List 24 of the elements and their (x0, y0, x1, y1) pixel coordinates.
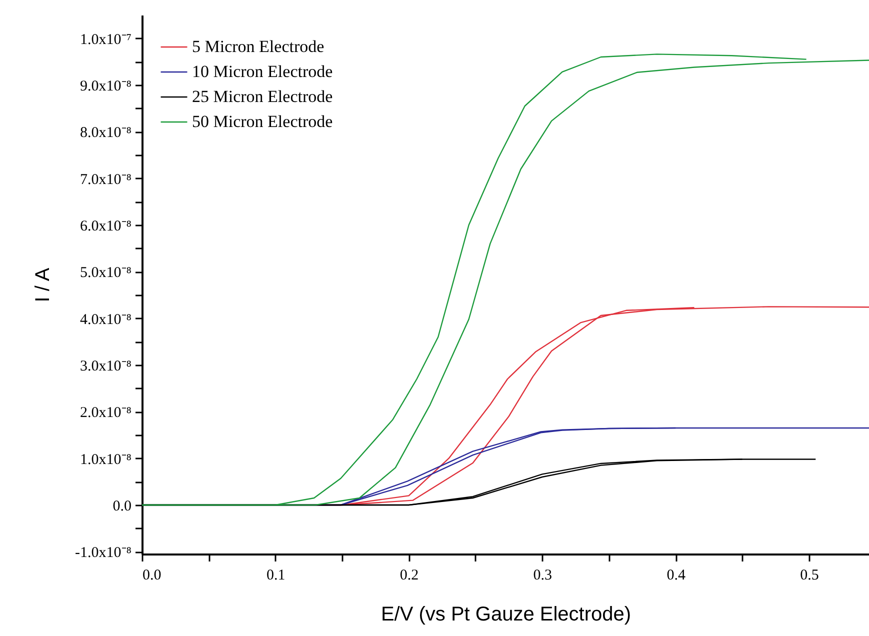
legend-label: 5 Micron Electrode (192, 37, 324, 56)
y-axis-title: I / A (32, 267, 54, 302)
y-tick-label: 1.0x10⁻⁸ (80, 452, 132, 468)
y-tick-label: 9.0x10⁻⁸ (80, 78, 132, 94)
y-tick-label: 3.0x10⁻⁸ (80, 358, 132, 374)
legend-label: 50 Micron Electrode (192, 112, 333, 131)
x-tick-label: 0.5 (800, 568, 819, 584)
x-tick-label: 0.3 (533, 568, 552, 584)
y-tick-label: 2.0x10⁻⁸ (80, 405, 132, 422)
y-tick-label: -1.0x10⁻⁸ (75, 545, 132, 562)
x-axis-title: E/V (vs Pt Gauze Electrode) (380, 604, 632, 626)
legend-label: 25 Micron Electrode (192, 87, 333, 106)
x-tick-label: 0.1 (266, 568, 286, 584)
y-tick-label: 1.0x10⁻⁷ (80, 32, 132, 48)
y-tick-label: 6.0x10⁻⁸ (80, 218, 132, 234)
x-tick-label: 0.2 (400, 568, 419, 584)
x-tick-label: 0.4 (666, 568, 686, 584)
y-tick-label: 7.0x10⁻⁸ (80, 172, 132, 188)
y-tick-label: 5.0x10⁻⁸ (80, 265, 132, 282)
legend-label: 10 Micron Electrode (192, 62, 333, 81)
x-tick-label: 0.0 (142, 568, 162, 584)
y-tick-label: 8.0x10⁻⁸ (80, 125, 132, 142)
y-tick-label: 4.0x10⁻⁸ (80, 312, 132, 328)
y-tick-label: 0.0 (112, 498, 132, 514)
